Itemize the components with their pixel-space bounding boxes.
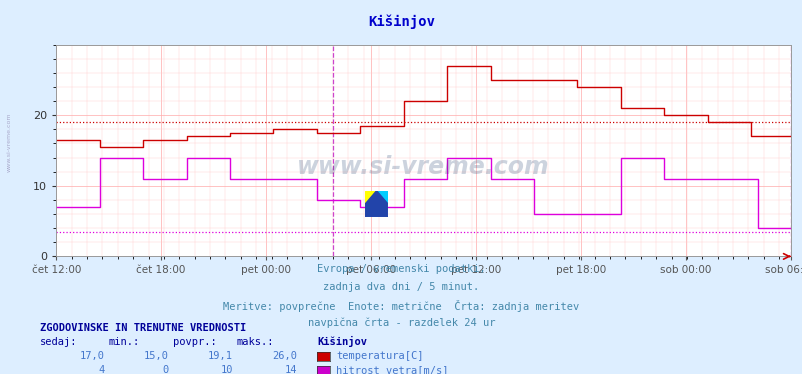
- Text: 15,0: 15,0: [144, 351, 168, 361]
- Text: www.si-vreme.com: www.si-vreme.com: [6, 112, 11, 172]
- Polygon shape: [376, 191, 387, 204]
- Polygon shape: [365, 191, 387, 217]
- Text: povpr.:: povpr.:: [172, 337, 216, 347]
- Text: zadnja dva dni / 5 minut.: zadnja dva dni / 5 minut.: [323, 282, 479, 292]
- Text: navpična črta - razdelek 24 ur: navpična črta - razdelek 24 ur: [307, 318, 495, 328]
- Text: temperatura[C]: temperatura[C]: [336, 351, 423, 361]
- Text: Kišinjov: Kišinjov: [367, 15, 435, 30]
- Text: 4: 4: [98, 365, 104, 374]
- Text: 10: 10: [220, 365, 233, 374]
- Text: 19,1: 19,1: [208, 351, 233, 361]
- Text: 14: 14: [284, 365, 297, 374]
- Text: Evropa / vremenski podatki,: Evropa / vremenski podatki,: [317, 264, 485, 274]
- Text: min.:: min.:: [108, 337, 140, 347]
- Text: hitrost vetra[m/s]: hitrost vetra[m/s]: [336, 365, 448, 374]
- Text: sedaj:: sedaj:: [40, 337, 78, 347]
- Polygon shape: [365, 191, 376, 204]
- Text: Kišinjov: Kišinjov: [317, 336, 367, 347]
- Text: 17,0: 17,0: [79, 351, 104, 361]
- Text: 26,0: 26,0: [272, 351, 297, 361]
- Text: Meritve: povprečne  Enote: metrične  Črta: zadnja meritev: Meritve: povprečne Enote: metrične Črta:…: [223, 300, 579, 312]
- Text: 0: 0: [162, 365, 168, 374]
- Text: ZGODOVINSKE IN TRENUTNE VREDNOSTI: ZGODOVINSKE IN TRENUTNE VREDNOSTI: [40, 323, 246, 333]
- Text: maks.:: maks.:: [237, 337, 274, 347]
- Text: www.si-vreme.com: www.si-vreme.com: [297, 156, 549, 180]
